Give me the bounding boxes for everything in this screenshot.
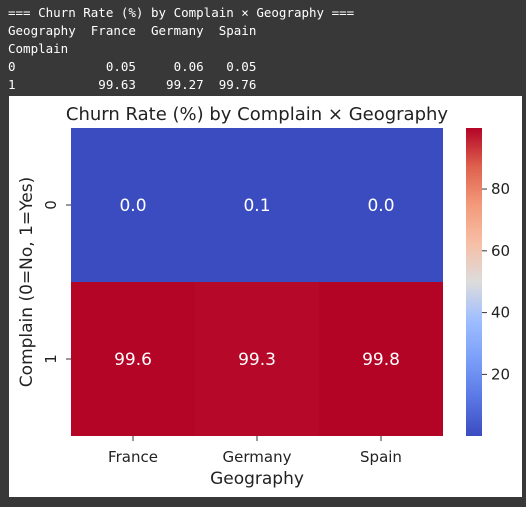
x-tick-label: Spain (360, 448, 402, 466)
console-line-row-0: 0 0.05 0.06 0.05 (8, 59, 257, 74)
cell-annotation: 0.0 (367, 196, 394, 216)
heatmap-cell-1-germany (195, 282, 319, 436)
cell-annotation: 0.1 (243, 196, 270, 216)
console-line-columns: Geography France Germany Spain (8, 23, 257, 38)
x-tick-label: France (108, 448, 158, 466)
heatmap-cell-1-france (71, 282, 195, 436)
console-output: === Churn Rate (%) by Complain × Geograp… (0, 0, 526, 96)
colorbar-tick-label: 80 (491, 180, 510, 198)
x-tick-label: Germany (223, 448, 292, 466)
heatmap-cell-0-germany (195, 128, 319, 282)
cell-annotation: 99.6 (114, 350, 152, 370)
console-line-row-1: 1 99.63 99.27 99.76 (8, 77, 257, 92)
heatmap-cell-0-france (71, 128, 195, 282)
heatmap-cell-1-spain (319, 282, 443, 436)
colorbar (466, 128, 482, 436)
colorbar-tick-label: 60 (491, 242, 510, 260)
console-line-header: === Churn Rate (%) by Complain × Geograp… (8, 5, 355, 20)
console-line-index-name: Complain (8, 41, 69, 56)
heatmap-cell-0-spain (319, 128, 443, 282)
cell-annotation: 99.8 (362, 350, 400, 370)
chart-figure: 0.0 0.1 0.0 99.6 99.3 99.8 France Germany Spain… (9, 96, 522, 497)
y-tick-label: 0 (42, 200, 60, 210)
cell-annotation: 0.0 (119, 196, 146, 216)
chart-title: Churn Rate (%) by Complain × Geography (66, 104, 448, 125)
y-axis-label: Complain (0=No, 1=Yes) (17, 177, 37, 387)
cell-annotation: 99.3 (238, 350, 276, 370)
colorbar-tick-label: 40 (491, 304, 510, 322)
x-axis-label: Geography (210, 469, 304, 489)
colorbar-tick-label: 20 (491, 365, 510, 383)
y-tick-label: 1 (42, 354, 60, 364)
heatmap-chart: 0.0 0.1 0.0 99.6 99.3 99.8 France Germany Spain… (17, 104, 510, 489)
